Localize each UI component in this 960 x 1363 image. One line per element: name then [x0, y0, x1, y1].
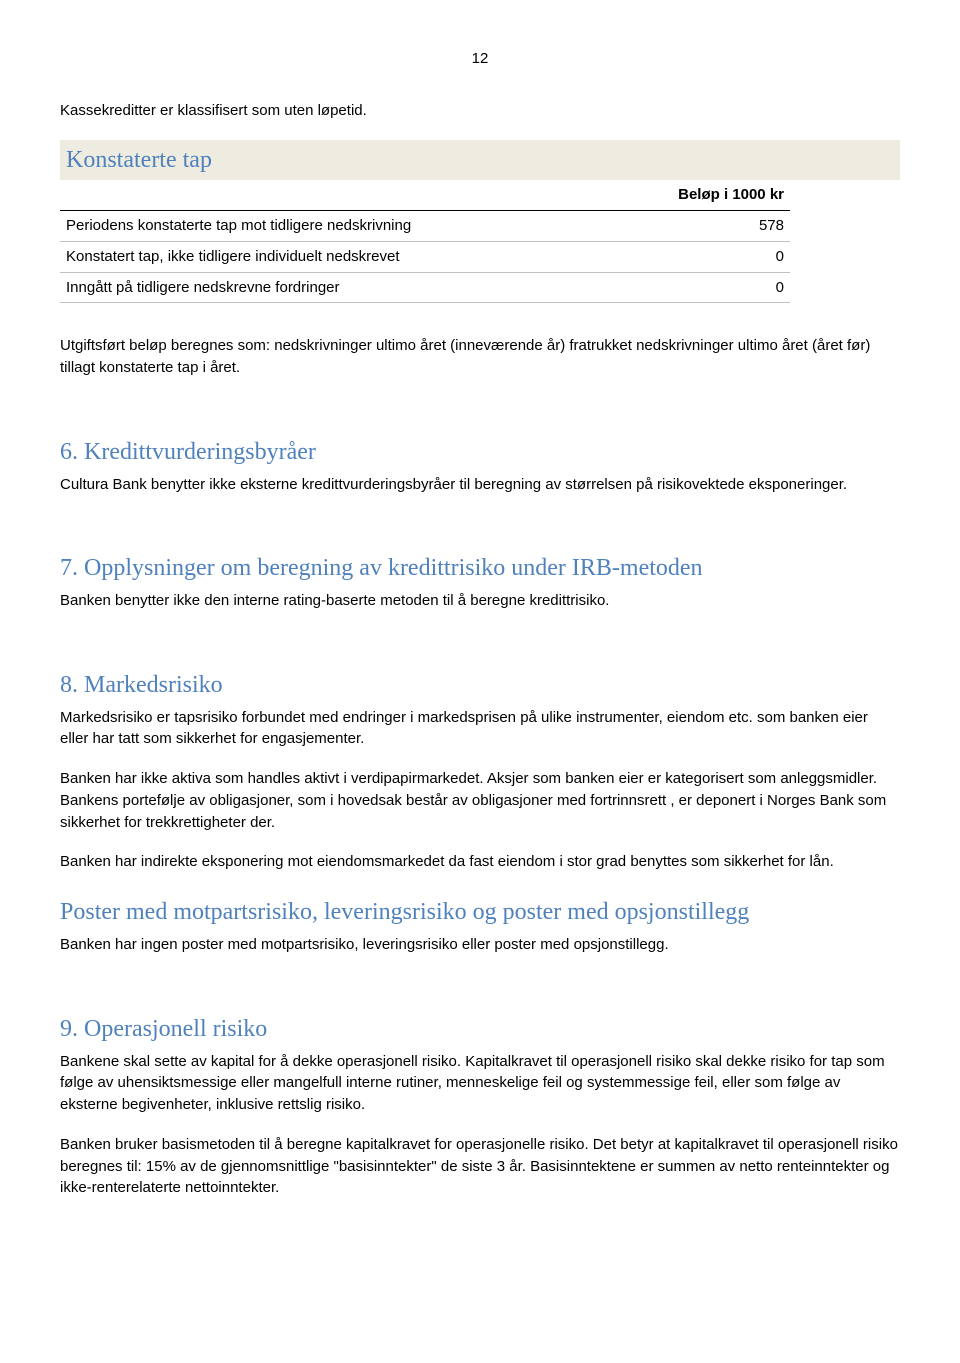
section-8-p3: Banken har indirekte eksponering mot eie… [60, 851, 900, 873]
poster-text: Banken har ingen poster med motpartsrisi… [60, 934, 900, 956]
table-row: Inngått på tidligere nedskrevne fordring… [60, 272, 790, 303]
cell-value: 0 [609, 241, 790, 272]
section-9-heading: 9. Operasjonell risiko [60, 1012, 900, 1047]
col-header-amount: Beløp i 1000 kr [609, 180, 790, 210]
section-6-heading: 6. Kredittvurderingsbyråer [60, 435, 900, 470]
section-9-p1: Bankene skal sette av kapital for å dekk… [60, 1051, 900, 1116]
section-9-p2: Banken bruker basismetoden til å beregne… [60, 1134, 900, 1199]
section-6-text: Cultura Bank benytter ikke eksterne kred… [60, 474, 900, 496]
section-7-text: Banken benytter ikke den interne rating-… [60, 590, 900, 612]
section-8-heading: 8. Markedsrisiko [60, 668, 900, 703]
utgiftsfort-text: Utgiftsført beløp beregnes som: nedskriv… [60, 335, 900, 379]
section-7-heading: 7. Opplysninger om beregning av kredittr… [60, 551, 900, 586]
poster-heading: Poster med motpartsrisiko, leveringsrisi… [60, 895, 900, 930]
cell-label: Konstatert tap, ikke tidligere individue… [60, 241, 609, 272]
intro-text: Kassekreditter er klassifisert som uten … [60, 100, 900, 122]
table-row: Periodens konstaterte tap mot tidligere … [60, 211, 790, 242]
cell-value: 0 [609, 272, 790, 303]
konstaterte-tap-table: Beløp i 1000 kr Periodens konstaterte ta… [60, 180, 790, 303]
col-header-blank [60, 180, 609, 210]
page-number: 12 [60, 48, 900, 70]
table-row: Konstatert tap, ikke tidligere individue… [60, 241, 790, 272]
konstaterte-tap-heading: Konstaterte tap [60, 140, 900, 181]
cell-label: Periodens konstaterte tap mot tidligere … [60, 211, 609, 242]
section-8-p1: Markedsrisiko er tapsrisiko forbundet me… [60, 707, 900, 751]
section-8-p2: Banken har ikke aktiva som handles aktiv… [60, 768, 900, 833]
cell-value: 578 [609, 211, 790, 242]
cell-label: Inngått på tidligere nedskrevne fordring… [60, 272, 609, 303]
